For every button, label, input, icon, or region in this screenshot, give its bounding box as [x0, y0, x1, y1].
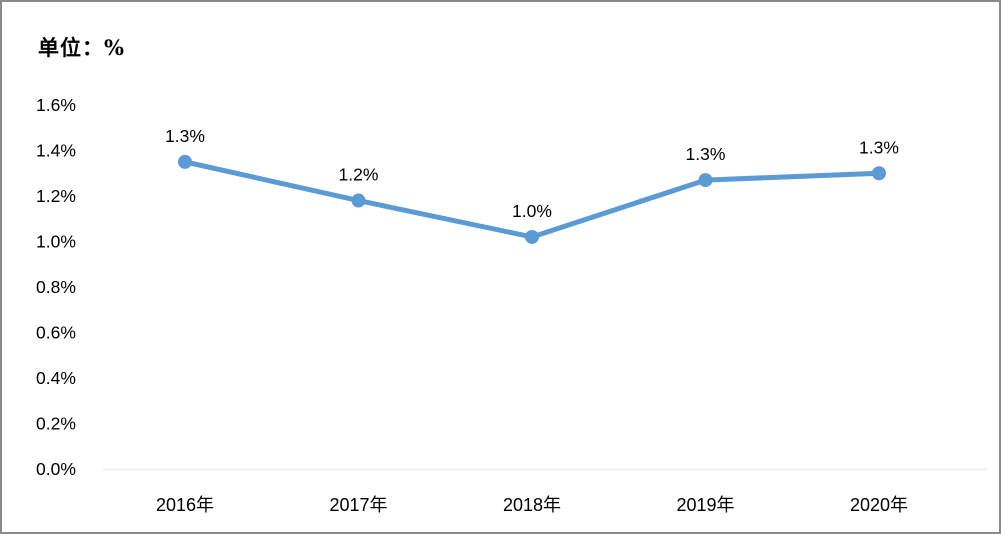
- y-tick-label: 1.2%: [36, 186, 76, 206]
- data-point-marker: [351, 193, 366, 208]
- y-tick-label: 1.6%: [36, 95, 76, 115]
- x-tick-label: 2019年: [676, 495, 734, 515]
- y-tick-label: 1.0%: [36, 232, 76, 252]
- series-line: [182, 159, 882, 240]
- y-tick-label: 0.8%: [36, 277, 76, 297]
- data-point-label: 1.0%: [512, 201, 552, 221]
- y-axis-ticks: 0.0% 0.2% 0.4% 0.6% 0.8% 1.0% 1.2% 1.4% 1.6%: [36, 95, 76, 479]
- data-point-label: 1.2%: [339, 165, 379, 185]
- unit-label: 单位：%: [38, 35, 125, 60]
- y-tick-label: 1.4%: [36, 141, 76, 161]
- x-tick-label: 2016年: [156, 495, 214, 515]
- x-tick-label: 2017年: [329, 495, 387, 515]
- data-point-label: 1.3%: [859, 137, 899, 157]
- data-point-marker: [525, 229, 539, 244]
- y-tick-label: 0.4%: [36, 368, 76, 388]
- x-tick-label: 2020年: [850, 495, 908, 515]
- data-point-marker: [698, 173, 713, 188]
- data-label-layer: 1.3% 1.2% 1.0% 1.3% 1.3%: [165, 126, 899, 221]
- data-point-marker: [872, 166, 886, 181]
- x-axis-ticks: 2016年 2017年 2018年 2019年 2020年: [156, 495, 908, 515]
- y-tick-label: 0.6%: [36, 323, 76, 343]
- data-point-label: 1.3%: [165, 126, 205, 146]
- data-point-label: 1.3%: [686, 144, 726, 164]
- y-tick-label: 0.0%: [36, 459, 76, 479]
- x-tick-label: 2018年: [503, 495, 561, 515]
- y-tick-label: 0.2%: [36, 414, 76, 434]
- data-point-marker: [178, 154, 192, 169]
- series-layer: [178, 154, 886, 244]
